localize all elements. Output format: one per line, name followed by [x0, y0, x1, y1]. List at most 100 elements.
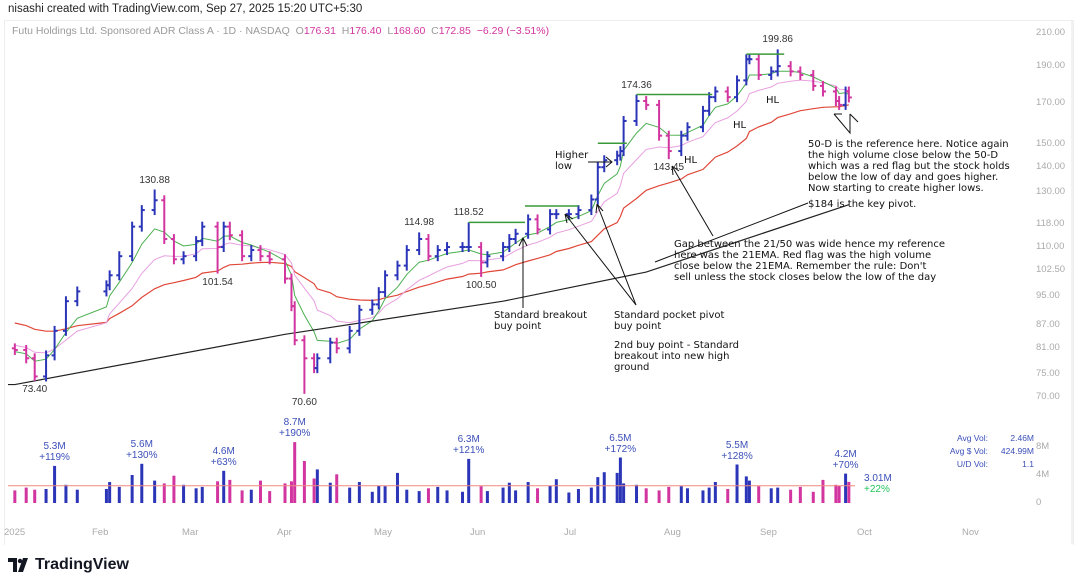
date-tick-label: Jul — [564, 527, 577, 538]
ma21-line — [14, 79, 849, 354]
volume-bar — [811, 491, 815, 503]
volume-bar — [554, 479, 558, 503]
price-extreme-label: 130.88 — [139, 174, 170, 186]
price-bar — [656, 99, 663, 141]
price-bar — [787, 61, 794, 77]
volume-bar — [222, 470, 226, 503]
volume-bar — [618, 457, 622, 503]
volume-bar — [302, 461, 306, 503]
open-value: 176.31 — [303, 25, 336, 37]
volume-stats: Avg Vol: 2.46M Avg $ Vol: 424.99M U/D Vol:… — [938, 432, 1034, 471]
volume-bar — [744, 476, 748, 503]
price-bar — [768, 66, 775, 80]
price-bar — [291, 301, 298, 346]
price-bar — [314, 353, 321, 374]
tradingview-logo[interactable]: TradingView — [8, 556, 129, 574]
volume-bar — [789, 489, 793, 503]
price-bar — [459, 242, 466, 253]
volume-spike-pct: +70% — [832, 459, 859, 471]
price-bar — [31, 353, 38, 381]
volume-bar — [328, 482, 332, 503]
volume-bar — [536, 488, 540, 503]
volume-bar — [602, 472, 606, 503]
price-bar — [845, 86, 852, 103]
price-tick-label: 210.00 — [1036, 27, 1066, 38]
volume-tick-label: 0 — [1036, 497, 1042, 508]
price-bar — [525, 214, 532, 239]
date-tick-label: Oct — [857, 527, 872, 538]
volume-spike-label: 5.6M +130% — [126, 439, 157, 461]
volume-bar — [162, 483, 166, 503]
price-bar — [575, 205, 582, 220]
price-bar — [151, 189, 158, 216]
arrow-pocket-pivot — [564, 213, 637, 306]
volume-spike-label: 4.2M +70% — [833, 449, 859, 471]
price-bar — [369, 299, 376, 315]
arrow-50d — [833, 113, 859, 135]
price-bar — [810, 70, 817, 91]
volume-bar — [405, 489, 409, 503]
price-bar — [282, 254, 288, 284]
avg-vol-value: 2.46M — [1010, 433, 1034, 443]
price-bar — [301, 335, 308, 394]
volume-bar — [377, 485, 381, 503]
price-bar — [706, 92, 713, 116]
volume-spike-pct: +190% — [278, 428, 311, 440]
close-label: C — [431, 25, 439, 37]
price-bar — [724, 86, 731, 103]
price-bar — [425, 234, 432, 262]
price-bar — [746, 54, 753, 65]
volume-bar — [194, 488, 198, 503]
price-bar — [712, 86, 719, 103]
price-bar — [620, 116, 627, 157]
price-bar — [633, 94, 640, 126]
volume-bar — [589, 487, 593, 503]
price-bar — [601, 155, 608, 173]
price-bar — [199, 221, 206, 247]
volume-bar — [395, 472, 399, 503]
high-label: H — [341, 25, 350, 37]
volume-bar — [249, 489, 253, 503]
volume-bar — [776, 487, 780, 503]
price-extreme-label: 118.52 — [453, 207, 484, 219]
volume-bar — [228, 479, 232, 503]
volume-bar — [335, 474, 339, 503]
volume-bar — [153, 480, 157, 503]
price-bar — [553, 209, 560, 220]
price-bar — [138, 205, 145, 232]
price-bar — [665, 130, 672, 160]
price-bar — [346, 325, 353, 354]
price-bar — [51, 325, 58, 361]
price-tick-label: 190.00 — [1036, 60, 1066, 72]
volume-spike-value: 4.2M — [834, 448, 857, 460]
price-bar — [734, 75, 741, 103]
volume-spike-pct: +119% — [39, 451, 70, 463]
volume-bar — [24, 487, 28, 503]
price-bar — [547, 209, 554, 235]
date-tick-label: Mar — [182, 527, 199, 538]
price-bar — [416, 232, 423, 256]
low-value: 168.60 — [393, 25, 426, 37]
annotation-key-pivot: $184 is the key pivot. — [808, 199, 917, 210]
price-extreme-label: 143.45 — [653, 162, 685, 174]
price-bar — [819, 80, 826, 97]
arrow-higher-low — [588, 156, 613, 168]
price-bar — [512, 228, 519, 245]
price-bar — [106, 270, 113, 291]
avg-dollar-vol-label: Avg $ Vol: — [949, 446, 988, 456]
price-tick-label: 81.00 — [1036, 342, 1060, 354]
date-tick-label: Nov — [962, 527, 979, 538]
close-value: 172.85 — [438, 25, 471, 37]
price-bar — [129, 221, 136, 262]
volume-spike-value: 5.5M — [725, 439, 749, 451]
volume-spike-pct: +172% — [604, 443, 637, 455]
volume-spike-label: 5.5M +128% — [721, 440, 752, 462]
volume-bar — [821, 479, 825, 503]
volume-bar — [548, 485, 552, 503]
open-label: O — [295, 25, 304, 37]
volume-bar — [75, 489, 79, 503]
volume-spike-label: 6.5M +172% — [605, 433, 636, 455]
price-bar — [534, 214, 541, 235]
price-bar — [832, 86, 839, 107]
